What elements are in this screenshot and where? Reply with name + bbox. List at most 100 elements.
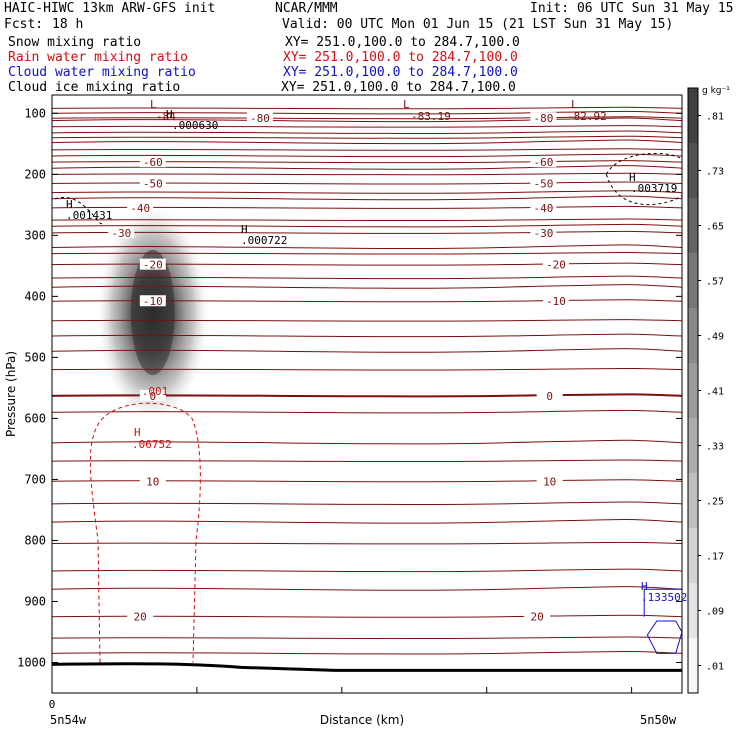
colorbar-tick-label: .33 [706, 442, 724, 453]
extremum-marker: L [571, 98, 578, 111]
field-xy-cloud-ice: XY= 251.0,100.0 to 284.7,100.0 [281, 80, 516, 95]
contour-label-bg [139, 156, 166, 168]
snow-mixing-ratio-core [130, 249, 175, 376]
contour-label-bg [127, 610, 154, 622]
colorbar-segment [688, 473, 698, 528]
temperature-contour-label: -20 [143, 259, 163, 272]
temperature-contour-label: -20 [546, 259, 566, 272]
temperature-contour-minor [51, 636, 683, 640]
colorbar-segment [688, 253, 698, 308]
contour-label-bg [139, 295, 166, 307]
y-tick-label: 300 [24, 228, 46, 242]
extremum-marker: L [150, 98, 157, 111]
extremum-marker: H [134, 426, 141, 439]
colorbar-segment [688, 583, 698, 638]
temperature-contour-minor [51, 139, 683, 145]
temperature-contour-label: 0 [149, 390, 156, 403]
field-name-rain: Rain water mixing ratio [8, 50, 189, 65]
colorbar-tick-label: .41 [706, 387, 724, 398]
temperature-contour-minor [51, 244, 683, 250]
colorbar-segment [688, 638, 698, 693]
contour-label-bg [127, 201, 154, 213]
contour-label-bg [246, 112, 273, 124]
temperature-contour-minor [51, 165, 683, 170]
temperature-contour-label: -30 [533, 227, 553, 240]
temperature-contour [51, 262, 683, 266]
temperature-contour-label: -80 [250, 112, 270, 125]
contour-label-bg [524, 610, 551, 622]
temperature-contour-minor [51, 153, 683, 158]
temperature-contour [51, 205, 683, 209]
temperature-contour-minor [51, 541, 683, 545]
contour-label-bg [543, 258, 569, 270]
temperature-contour-minor [51, 348, 683, 353]
extremum-label: -82.92 [567, 110, 607, 123]
temperature-contour-minor [51, 275, 683, 280]
temperature-contour-minor [51, 110, 683, 115]
extremum-label: .001431 [66, 209, 112, 222]
contour-label-bg [139, 475, 166, 487]
contour-label-bg [536, 475, 563, 487]
extremum-marker: L [403, 98, 410, 111]
colorbar-tick-label: .01 [706, 662, 724, 673]
contour-label-bg [139, 258, 166, 270]
temperature-contour-label: -50 [533, 177, 553, 190]
extremum-label: .06752 [132, 438, 172, 451]
field-name-snow: Snow mixing ratio [8, 35, 142, 50]
temperature-contour-minor [51, 223, 683, 228]
colorbar-tick-label: .73 [706, 167, 724, 178]
contour-label-bg [530, 201, 557, 213]
y-tick-label: 400 [24, 289, 46, 303]
contour-label-bg [530, 112, 557, 124]
contour-label-bg [536, 389, 563, 401]
temperature-contour-minor [51, 218, 683, 222]
temperature-contour-minor [51, 501, 683, 506]
field-name-cloud-ice: Cloud ice mixing ratio [8, 80, 181, 95]
contour-label-bg [530, 226, 557, 238]
field-name-cloud-water: Cloud water mixing ratio [8, 65, 196, 80]
rain-mixing-ratio-contour [89, 402, 201, 663]
y-tick-label: 1000 [17, 655, 46, 669]
y-tick-label: 100 [24, 106, 46, 120]
colorbar-tick-label: .57 [706, 277, 724, 288]
y-tick-label: 800 [24, 533, 46, 547]
temperature-contour-minor [51, 568, 683, 573]
colorbar-segment [688, 198, 698, 253]
cloud-ice-contour [54, 196, 103, 225]
temperature-contour-minor [51, 650, 683, 655]
temperature-contour [51, 181, 683, 185]
temperature-contour-minor [51, 586, 683, 591]
colorbar-tick-label: .17 [706, 552, 724, 563]
contour-label-bg [543, 295, 569, 307]
contour-label-bg [108, 226, 135, 238]
contour-label-bg [139, 389, 166, 401]
contour-label-bg [530, 156, 557, 168]
cloud-ice-contour [605, 152, 683, 206]
extremum-marker: H [241, 223, 248, 236]
temperature-contour-minor [51, 130, 683, 135]
temperature-contour-minor [51, 333, 683, 338]
valid-time: Valid: 00 UTC Mon 01 Jun 15 (21 LST Sun … [282, 17, 674, 32]
temperature-contour [51, 230, 683, 234]
extremum-marker: H [166, 108, 173, 121]
field-xy-rain: XY= 251.0,100.0 to 284.7,100.0 [283, 50, 518, 65]
center-label: NCAR/MMM [275, 1, 338, 16]
temperature-contour-minor [51, 319, 683, 322]
temperature-contour-minor [51, 439, 683, 445]
temperature-contour [51, 116, 683, 120]
temperature-contour-minor [51, 367, 683, 371]
extremum-label: .133502 [641, 591, 687, 604]
colorbar-segment [688, 88, 698, 143]
extremum-label: .003719 [631, 182, 677, 195]
temperature-contour-minor [51, 172, 683, 176]
temperature-contour-minor [51, 519, 683, 524]
temperature-contour-label: -80 [533, 112, 553, 125]
temperature-contour [51, 393, 683, 398]
temperature-contour-minor [51, 195, 683, 201]
colorbar-segment [688, 418, 698, 473]
colorbar-tick-label: .09 [706, 607, 724, 618]
colorbar-tick-label: .49 [706, 332, 724, 343]
y-tick-label: 500 [24, 350, 46, 364]
init-time: Init: 06 UTC Sun 31 May 15 [530, 1, 734, 16]
colorbar-tick-label: .81 [706, 112, 724, 123]
